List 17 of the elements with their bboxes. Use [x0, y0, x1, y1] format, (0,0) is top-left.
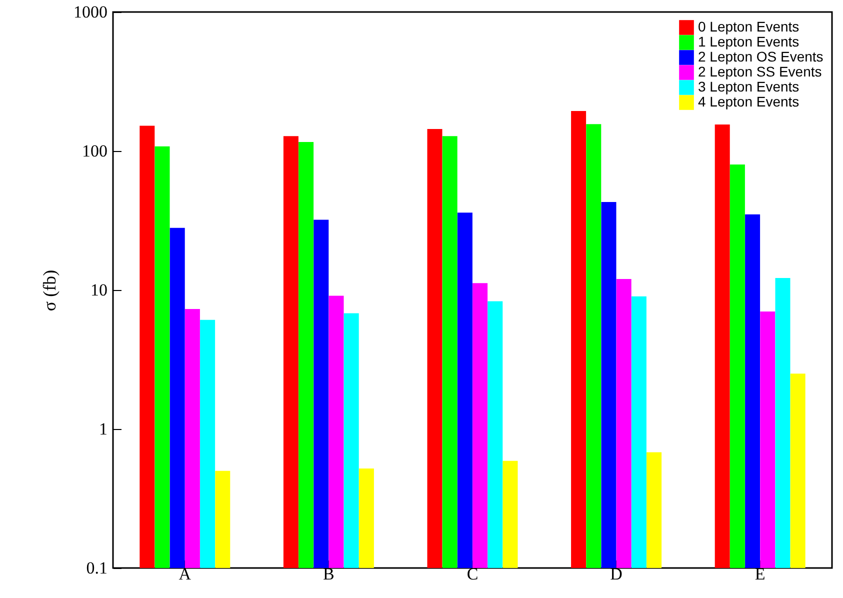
x-tick-label: C	[466, 564, 478, 584]
x-tick-label: D	[610, 564, 622, 584]
legend-label: 2 Lepton SS Events	[698, 64, 822, 80]
x-tick-label: E	[754, 564, 766, 584]
legend-label: 0 Lepton Events	[698, 18, 800, 34]
y-tick-label: 1000	[74, 2, 108, 22]
y-tick-label: 1	[99, 420, 108, 438]
legend-label: 3 Lepton Events	[698, 78, 800, 94]
y-tick-label: 0.1	[86, 558, 108, 578]
legend-label: 2 Lepton OS Events	[698, 48, 824, 64]
y-tick-label: 100	[82, 142, 108, 160]
legend-label: 4 Lepton Events	[698, 94, 800, 110]
x-tick-label: A	[178, 564, 192, 584]
x-tick-label: B	[323, 564, 334, 584]
y-axis-title: σ (fb)	[40, 270, 60, 312]
legend-label: 1 Lepton Events	[698, 34, 800, 50]
y-tick-label: 10	[90, 280, 108, 300]
